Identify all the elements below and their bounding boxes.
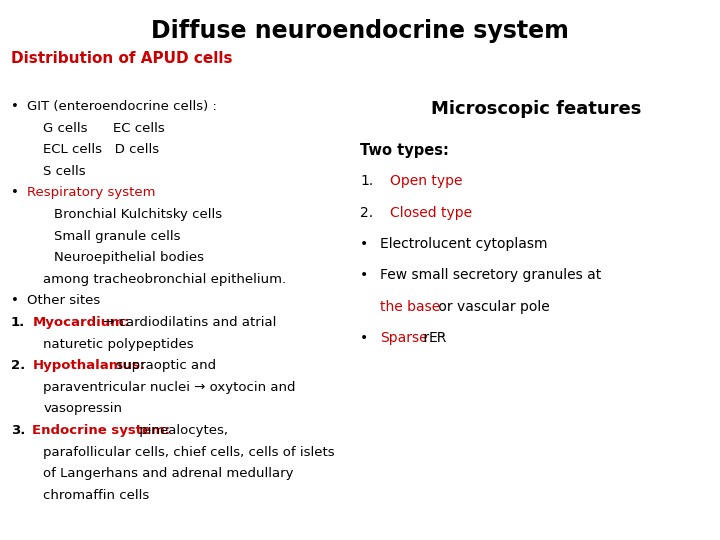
Text: or vascular pole: or vascular pole xyxy=(434,300,550,314)
Text: ECL cells   D cells: ECL cells D cells xyxy=(43,143,159,156)
Text: •: • xyxy=(360,268,368,282)
Text: •: • xyxy=(360,331,368,345)
Text: parafollicular cells, chief cells, cells of islets: parafollicular cells, chief cells, cells… xyxy=(43,446,335,458)
Text: •: • xyxy=(360,237,368,251)
Text: Electrolucent cytoplasm: Electrolucent cytoplasm xyxy=(380,237,548,251)
Text: Bronchial Kulchitsky cells: Bronchial Kulchitsky cells xyxy=(54,208,222,221)
Text: Open type: Open type xyxy=(390,174,463,188)
Text: •: • xyxy=(11,186,19,199)
Text: 2.: 2. xyxy=(360,206,373,220)
Text: vasopressin: vasopressin xyxy=(43,402,122,415)
Text: •: • xyxy=(11,294,19,307)
Text: naturetic polypeptides: naturetic polypeptides xyxy=(43,338,194,350)
Text: G cells      EC cells: G cells EC cells xyxy=(43,122,165,134)
Text: Distribution of APUD cells: Distribution of APUD cells xyxy=(11,51,233,66)
Text: paraventricular nuclei → oxytocin and: paraventricular nuclei → oxytocin and xyxy=(43,381,296,394)
Text: Small granule cells: Small granule cells xyxy=(54,230,181,242)
Text: GIT (enteroendocrine cells) :: GIT (enteroendocrine cells) : xyxy=(27,100,217,113)
Text: the base: the base xyxy=(380,300,441,314)
Text: Other sites: Other sites xyxy=(27,294,100,307)
Text: •: • xyxy=(11,100,19,113)
Text: Diffuse neuroendocrine system: Diffuse neuroendocrine system xyxy=(151,19,569,43)
Text: Endocrine system:: Endocrine system: xyxy=(32,424,171,437)
Text: Few small secretory granules at: Few small secretory granules at xyxy=(380,268,601,282)
Text: r: r xyxy=(419,331,429,345)
Text: S cells: S cells xyxy=(43,165,86,178)
Text: 3.: 3. xyxy=(11,424,25,437)
Text: Microscopic features: Microscopic features xyxy=(431,100,642,118)
Text: Sparse: Sparse xyxy=(380,331,428,345)
Text: supraoptic and: supraoptic and xyxy=(112,359,216,372)
Text: chromaffin cells: chromaffin cells xyxy=(43,489,150,502)
Text: pinealocytes,: pinealocytes, xyxy=(135,424,228,437)
Text: → cardiodilatins and atrial: → cardiodilatins and atrial xyxy=(99,316,276,329)
Text: Closed type: Closed type xyxy=(390,206,472,220)
Text: 1.: 1. xyxy=(11,316,25,329)
Text: of Langerhans and adrenal medullary: of Langerhans and adrenal medullary xyxy=(43,467,294,480)
Text: Two types:: Two types: xyxy=(360,143,449,158)
Text: Hypothalamus:: Hypothalamus: xyxy=(32,359,145,372)
Text: 2.: 2. xyxy=(11,359,25,372)
Text: ER: ER xyxy=(428,331,447,345)
Text: among tracheobronchial epithelium.: among tracheobronchial epithelium. xyxy=(43,273,287,286)
Text: Respiratory system: Respiratory system xyxy=(27,186,155,199)
Text: Neuroepithelial bodies: Neuroepithelial bodies xyxy=(54,251,204,264)
Text: 1.: 1. xyxy=(360,174,373,188)
Text: Myocardium:: Myocardium: xyxy=(32,316,130,329)
